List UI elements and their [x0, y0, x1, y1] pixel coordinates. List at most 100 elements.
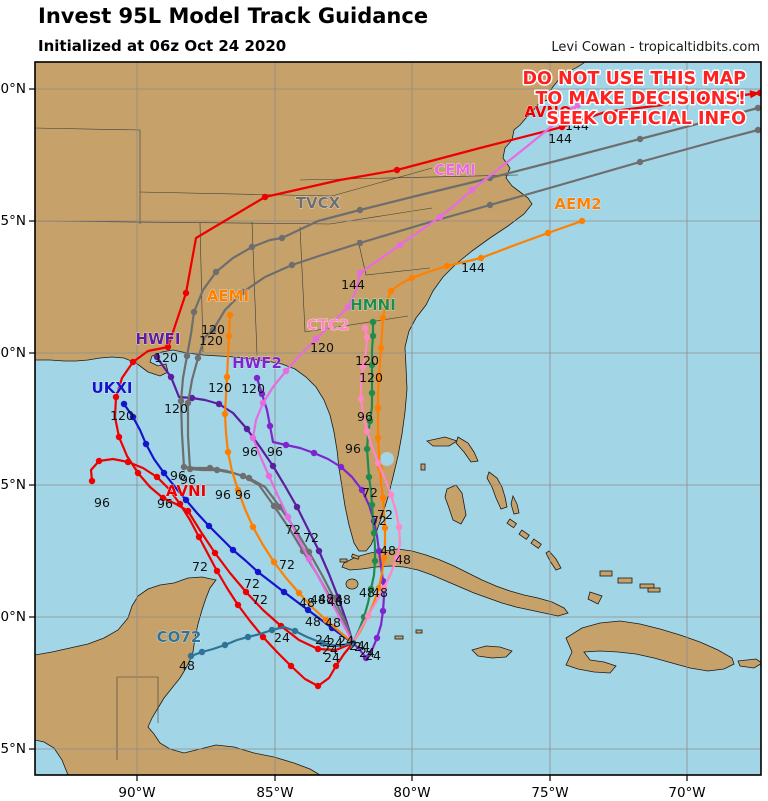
track-point [245, 474, 253, 482]
hour-label: 120 [110, 408, 134, 423]
track-point [278, 234, 286, 242]
lon-tick-label: 70°W [668, 785, 705, 801]
track-point [408, 274, 416, 282]
land-exuma-3 [530, 538, 542, 549]
track-point [288, 261, 296, 269]
track-point [134, 469, 142, 477]
land-florida-keys-1 [350, 553, 360, 560]
track-point [361, 324, 369, 332]
hour-label: 48 [299, 595, 315, 610]
lake-okeechobee [380, 452, 394, 466]
track-point [486, 201, 494, 209]
track-point [380, 584, 388, 592]
track-point [363, 445, 371, 453]
track-point [578, 217, 586, 225]
track-point [177, 397, 185, 405]
track-point [305, 555, 313, 563]
track-point [226, 311, 234, 319]
track-gray [184, 126, 761, 647]
track-point [180, 463, 188, 471]
hour-label: 24 [315, 632, 331, 647]
track-point [176, 500, 184, 508]
track-point [225, 332, 233, 340]
hour-label: 72 [362, 485, 378, 500]
track-point [322, 616, 330, 624]
hour-label: 48 [380, 543, 396, 558]
track-point [270, 502, 278, 510]
track-point [754, 126, 761, 134]
track-point [213, 567, 221, 575]
track-point [249, 434, 257, 442]
track-point [310, 449, 318, 457]
hour-label: 96 [267, 444, 283, 459]
track-point [280, 588, 288, 596]
hour-label: 72 [192, 559, 208, 574]
land-exuma-2 [518, 529, 530, 540]
track-point [182, 496, 190, 504]
land-grand-bahama [426, 436, 458, 447]
land-inagua [587, 591, 603, 605]
track-point [182, 289, 190, 297]
map-frame [34, 61, 762, 776]
track-point [249, 523, 257, 531]
track-point [242, 588, 250, 596]
lon-tick-label: 90°W [118, 785, 155, 801]
track-point [393, 166, 401, 174]
track-point [304, 606, 312, 614]
track-point [375, 584, 383, 592]
track-point [187, 652, 195, 660]
track-point [314, 645, 322, 653]
init-time-subtitle: Initialized at 06z Oct 24 2020 [38, 37, 287, 55]
lat-tick-label: 15°N [0, 741, 26, 757]
page-title: Invest 95L Model Track Guidance [38, 4, 429, 28]
track-point [112, 393, 120, 401]
track-point [379, 607, 387, 615]
track-point [142, 440, 150, 448]
track-point [254, 568, 262, 576]
land-florida-keys-2 [339, 558, 348, 563]
track-point [468, 186, 476, 194]
hour-label: 24 [359, 645, 375, 660]
land-north-america [35, 62, 586, 552]
track-point [209, 326, 217, 334]
model-label-HWF2: HWF2 [232, 354, 282, 372]
hour-label: 120 [208, 380, 232, 395]
hour-label: 96 [345, 441, 361, 456]
model-label-UKXI: UKXI [92, 379, 133, 397]
track-point [362, 654, 370, 662]
hour-label: 72 [303, 530, 319, 545]
land-eleuthera [486, 471, 508, 510]
hour-label: 120 [241, 381, 265, 396]
warning-line: DO NOT USE THIS MAP [523, 69, 747, 89]
track-point [443, 262, 451, 270]
track-point [359, 363, 367, 371]
hour-label: 96 [157, 496, 173, 511]
hour-label: 48 [310, 592, 326, 607]
track-point [153, 353, 161, 361]
track-point [369, 332, 377, 340]
track-point [332, 662, 340, 670]
track-point [293, 503, 301, 511]
hour-label: 24 [327, 635, 343, 650]
hour-label: 72 [377, 507, 393, 522]
track-point [266, 422, 274, 430]
track-point [374, 459, 382, 467]
land-hispaniola [565, 620, 735, 674]
track-point [356, 206, 364, 214]
hour-label: 72 [244, 576, 260, 591]
track-point [239, 288, 247, 296]
model-label-TVCX: TVCX [296, 194, 341, 212]
track-point [368, 501, 376, 509]
track-point [312, 335, 320, 343]
track-point [205, 522, 213, 530]
track-point [259, 399, 267, 407]
track-point [211, 549, 219, 557]
track-point [194, 354, 202, 362]
track-point [258, 390, 266, 398]
track-point [371, 557, 379, 565]
track-point [387, 491, 395, 499]
track-arrowhead [567, 105, 578, 115]
track-point [221, 410, 229, 418]
track-point [477, 254, 485, 262]
hour-label: 24 [324, 650, 340, 665]
